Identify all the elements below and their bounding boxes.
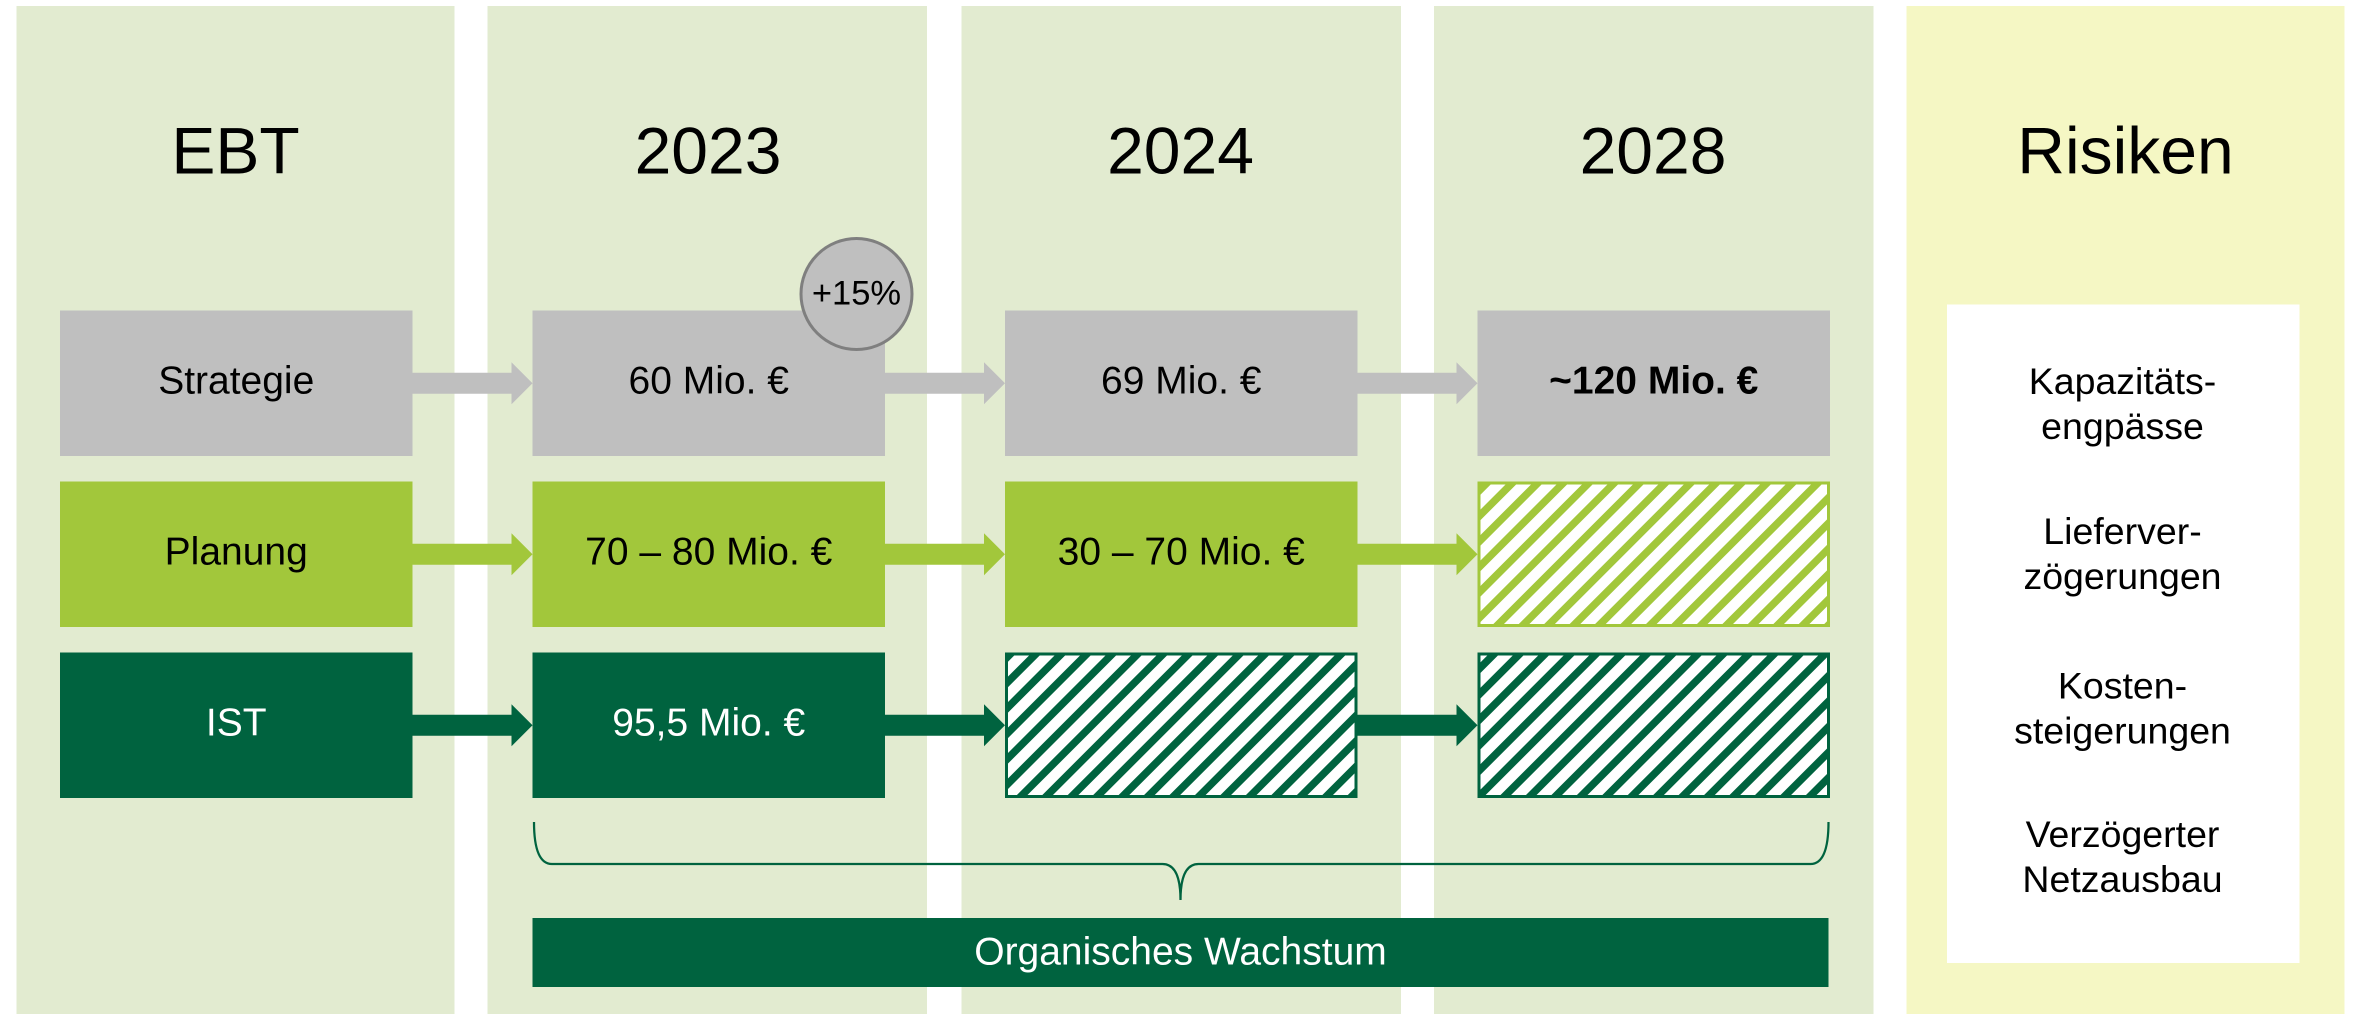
risk-box [1947,304,2300,963]
cell-box [532,652,885,798]
arrow [412,704,533,747]
cell-value: 30 – 70 Mio. € [1058,531,1305,574]
arrow [885,362,1005,405]
arrow [1357,533,1478,576]
cell-value: 69 Mio. € [1101,360,1262,403]
risk-item: Verzögerter [2026,813,2220,855]
cell-value: ~120 Mio. € [1549,360,1758,403]
cell-value: 70 – 80 Mio. € [585,531,832,574]
cell-box [1005,310,1358,456]
cell-box [532,481,885,627]
growth-label: Organisches Wachstum [974,930,1387,973]
badge [799,237,914,351]
risk-item: Kosten- [2058,664,2187,706]
risk-item: steigerungen [2014,709,2231,751]
badge-text: +15% [812,275,901,313]
arrow [412,362,533,405]
column-header: 2024 [1107,113,1254,187]
row-label: Strategie [158,360,314,403]
column-header: Risiken [2017,113,2233,187]
risk-item: engpässe [2041,405,2204,447]
arrow [885,704,1005,747]
cell-value: 95,5 Mio. € [612,702,805,745]
cell-value: 60 Mio. € [629,360,790,403]
growth-bar [532,918,1829,987]
cell-box [1005,481,1358,627]
hatched-cell [1477,652,1830,798]
hatched-cell [1005,652,1358,798]
column-header: EBT [171,113,299,187]
arrow [412,533,533,576]
column-header: 2028 [1580,113,1727,187]
risk-item: zögerungen [2023,555,2221,597]
row-label-box [60,481,413,627]
cell-box [1477,310,1830,456]
arrow [885,533,1005,576]
row-label: Planung [165,531,308,574]
risk-item: Lieferver- [2043,510,2201,552]
risk-item: Netzausbau [2022,858,2222,900]
arrow [1357,362,1478,405]
row-label: IST [206,702,267,745]
row-label-box [60,310,413,456]
brace [532,821,1830,901]
row-label-box [60,652,413,798]
risk-item: Kapazitäts- [2029,360,2217,402]
hatched-cell [1477,481,1830,627]
arrow [1357,704,1478,747]
column-header: 2023 [635,113,782,187]
